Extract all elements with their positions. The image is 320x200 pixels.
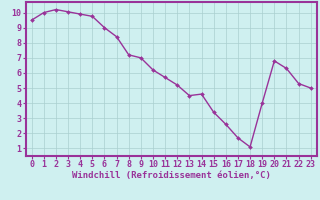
X-axis label: Windchill (Refroidissement éolien,°C): Windchill (Refroidissement éolien,°C): [72, 171, 271, 180]
